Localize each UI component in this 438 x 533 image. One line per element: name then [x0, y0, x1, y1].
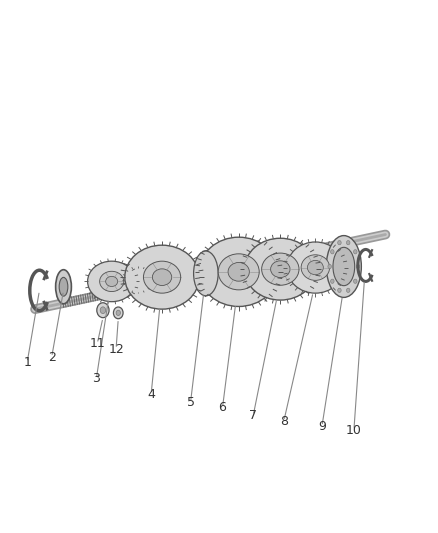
Ellipse shape [125, 245, 199, 309]
Ellipse shape [326, 236, 361, 297]
Ellipse shape [131, 274, 145, 286]
Circle shape [353, 279, 357, 284]
Ellipse shape [124, 268, 152, 292]
Circle shape [338, 240, 341, 245]
Circle shape [346, 288, 350, 293]
Circle shape [353, 249, 357, 254]
Ellipse shape [333, 247, 355, 286]
Ellipse shape [134, 277, 142, 283]
Circle shape [97, 303, 109, 318]
Text: 8: 8 [280, 415, 288, 427]
Ellipse shape [211, 247, 235, 292]
Circle shape [331, 249, 334, 254]
Circle shape [328, 264, 332, 269]
Circle shape [356, 264, 360, 269]
Ellipse shape [106, 276, 118, 287]
Text: 10: 10 [346, 424, 362, 437]
Ellipse shape [88, 261, 136, 302]
Text: 5: 5 [187, 396, 194, 409]
Ellipse shape [99, 271, 124, 292]
Ellipse shape [218, 254, 259, 290]
Text: 6: 6 [219, 401, 226, 414]
Circle shape [113, 307, 123, 319]
Text: 1: 1 [23, 356, 31, 369]
Ellipse shape [194, 251, 218, 296]
Ellipse shape [307, 261, 323, 274]
Text: 11: 11 [89, 337, 105, 350]
Ellipse shape [244, 238, 316, 300]
Circle shape [331, 279, 334, 284]
Ellipse shape [261, 253, 299, 285]
Text: 3: 3 [92, 372, 100, 385]
Ellipse shape [287, 242, 344, 293]
Ellipse shape [56, 270, 71, 304]
Text: 7: 7 [249, 409, 257, 422]
Text: 12: 12 [108, 343, 124, 356]
Text: 4: 4 [147, 388, 155, 401]
Circle shape [338, 288, 341, 293]
Ellipse shape [59, 277, 68, 296]
Text: 9: 9 [318, 420, 326, 433]
Ellipse shape [143, 261, 180, 293]
Ellipse shape [152, 269, 172, 286]
Ellipse shape [228, 262, 249, 281]
Ellipse shape [301, 255, 330, 280]
Circle shape [100, 307, 106, 313]
Circle shape [346, 240, 350, 245]
Ellipse shape [271, 261, 290, 278]
Ellipse shape [199, 237, 278, 306]
Text: 2: 2 [48, 351, 56, 364]
Polygon shape [203, 248, 226, 295]
Circle shape [116, 310, 120, 316]
